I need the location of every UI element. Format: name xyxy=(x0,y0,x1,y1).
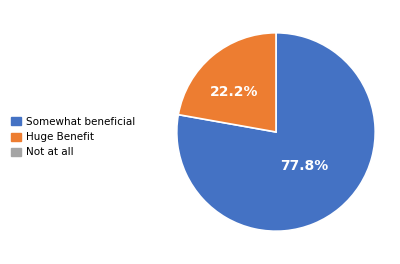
Text: 77.8%: 77.8% xyxy=(280,159,329,173)
Wedge shape xyxy=(178,33,276,132)
Text: 22.2%: 22.2% xyxy=(210,85,258,99)
Legend: Somewhat beneficial, Huge Benefit, Not at all: Somewhat beneficial, Huge Benefit, Not a… xyxy=(9,115,137,159)
Wedge shape xyxy=(177,33,375,231)
